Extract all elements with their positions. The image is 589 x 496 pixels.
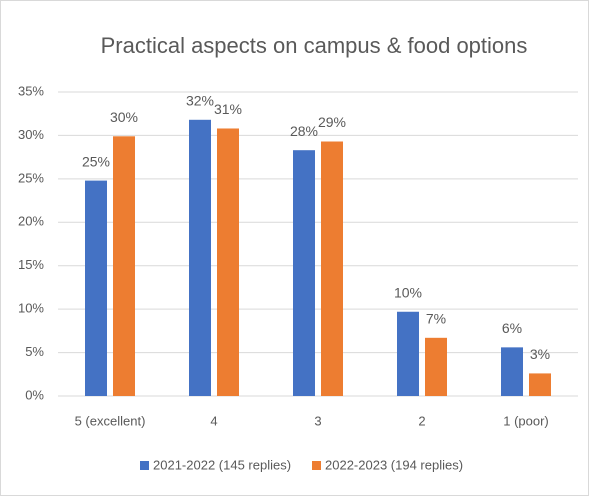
data-label: 10% [394, 284, 422, 300]
data-label: 6% [502, 320, 522, 336]
y-tick-label: 15% [18, 257, 44, 272]
x-tick-label: 3 [314, 413, 321, 428]
y-tick-label: 30% [18, 127, 44, 142]
y-tick-label: 10% [18, 301, 44, 316]
bar [189, 119, 211, 397]
data-label: 3% [530, 346, 550, 362]
bar [113, 136, 135, 396]
legend-label: 2022-2023 (194 replies) [325, 457, 463, 472]
bar [293, 150, 315, 396]
bar [85, 180, 107, 396]
data-label: 28% [290, 123, 318, 139]
x-tick-label: 4 [210, 413, 217, 428]
legend-label: 2021-2022 (145 replies) [153, 457, 291, 472]
data-label: 7% [426, 311, 446, 327]
bar [321, 141, 343, 396]
bar [217, 128, 239, 397]
bar [529, 373, 551, 396]
y-tick-label: 35% [18, 83, 44, 98]
bar [397, 311, 419, 396]
y-tick-label: 20% [18, 214, 44, 229]
chart-title: Practical aspects on campus & food optio… [101, 33, 528, 58]
y-tick-label: 25% [18, 170, 44, 185]
x-tick-label: 2 [418, 413, 425, 428]
data-label: 30% [110, 109, 138, 125]
bar [425, 337, 447, 396]
data-label: 25% [82, 153, 110, 169]
legend-swatch [140, 461, 149, 470]
data-label: 29% [318, 114, 346, 130]
x-tick-label: 5 (excellent) [75, 413, 146, 428]
y-tick-label: 5% [25, 344, 44, 359]
data-label: 32% [186, 92, 214, 108]
x-tick-label: 1 (poor) [503, 413, 549, 428]
legend-swatch [312, 461, 321, 470]
data-label: 31% [214, 101, 242, 117]
bar [501, 347, 523, 396]
y-tick-label: 0% [25, 387, 44, 402]
